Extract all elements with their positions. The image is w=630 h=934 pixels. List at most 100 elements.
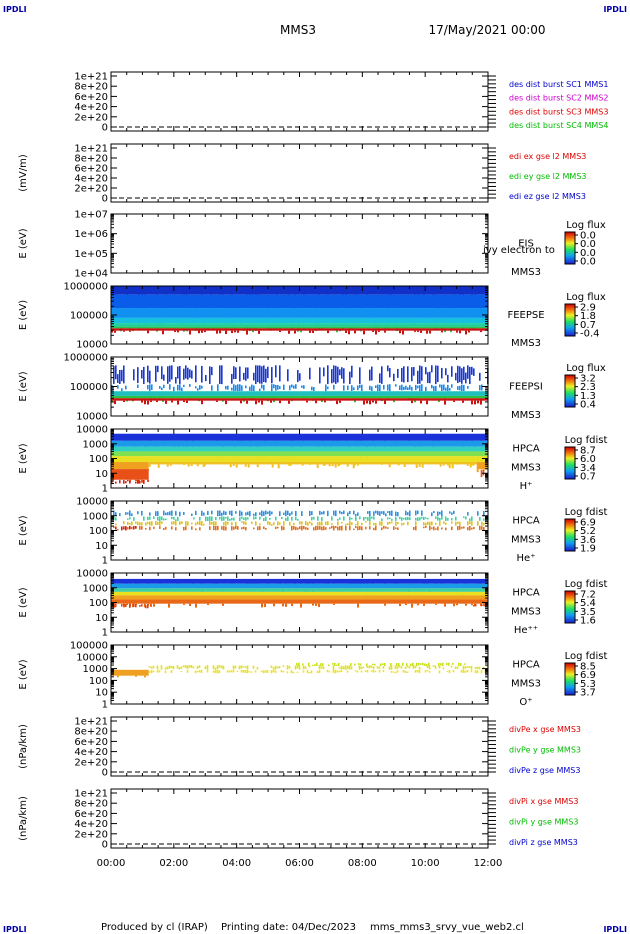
spectrogram-band [244,464,247,467]
spectrogram-band [262,670,265,674]
spectrogram-band [297,662,300,667]
spectrogram-band [257,526,259,531]
colorbar [564,590,576,624]
spectrogram-band [417,603,419,606]
spectrogram-band [291,516,293,521]
spectrogram-band [259,388,261,391]
spectrogram-band [170,665,173,669]
spectrogram-band [395,527,397,529]
colorbar [564,374,576,408]
spectrogram-band [333,384,335,390]
spectrogram-band [473,368,475,376]
y-tick-label: 100000 [70,382,108,393]
spectrogram-band [271,511,273,515]
y-tick-label: 1 [102,628,108,639]
spectrogram-band [114,330,116,333]
spectrogram-band [150,603,152,607]
spectrogram-band [279,522,281,525]
spectrogram-band [183,512,185,515]
spectrogram-band [225,526,227,531]
spectrogram-band [481,521,483,526]
spectrogram-band [328,464,331,467]
spectrogram-band [464,666,467,669]
colorbar-tick-label: 6.9 [580,670,596,681]
spectrogram-band [161,366,163,380]
spectrogram-band [207,516,209,521]
spectrogram-band [402,669,405,673]
colorbar [564,446,576,480]
spectrogram-band [189,384,191,387]
spectrogram-band [334,464,337,468]
spectrogram-band [388,464,391,468]
spectrogram-band [207,510,209,515]
spectrogram-band [275,526,277,530]
spectrogram-band [327,510,329,517]
spectrogram-band [306,400,308,403]
spectrogram-band [111,328,488,331]
spectrogram-band [421,510,423,516]
spectrogram-band [111,330,113,333]
spectrogram-band [397,663,400,667]
spectrogram-band [279,330,281,333]
spectrogram-band [300,603,302,608]
spectrogram-band [223,510,225,515]
spectrogram-band [445,522,447,525]
spectrogram-band [225,385,227,390]
spectrogram-band [479,372,481,381]
spectrogram-band [428,670,431,673]
spectrogram-band [401,662,404,666]
spectrogram-band [407,366,409,383]
spectrogram-band [324,400,326,403]
y-tick-label: 1e+04 [74,269,108,280]
spectrogram-band [286,665,289,670]
spectrogram-band [111,462,149,470]
spectrogram-band [171,400,173,403]
spectrogram-band [291,384,293,388]
y-tick-label: 10 [95,469,108,480]
spectrogram-band [125,526,127,531]
spectrogram-band [444,603,446,607]
spectrogram-band [263,526,265,530]
spectrogram-band [471,400,473,405]
colorbar-tick-label: 5.2 [580,526,596,537]
spectrogram-band [265,510,267,515]
spectrogram-band [337,464,340,467]
spectrogram-band [353,510,355,515]
spectrogram-band [473,526,475,530]
footer-printing-date: Printing date: 04/Dec/2023 [221,922,356,933]
spectrogram-band [415,662,418,667]
panel-divpi-ylabel: (nPa/km) [18,796,29,841]
spectrogram-band [397,464,400,466]
y-tick-label: 8e+20 [74,727,108,738]
x-tick-label: 00:00 [97,858,126,869]
spectrogram-band [357,526,359,531]
spectrogram-band [303,385,305,389]
spectrogram-band [200,669,203,673]
spectrogram-band [195,386,197,389]
spectrogram-band [157,516,159,521]
spectrogram-band [456,603,458,606]
spectrogram-band [427,662,430,666]
spectrogram-band [362,666,365,669]
spectrogram-band [289,464,292,466]
spectrogram-band [147,365,149,383]
spectrogram-band [309,510,311,516]
spectrogram-band [425,517,427,519]
y-tick-label: 4e+20 [74,174,108,185]
spectrogram-band [113,366,115,384]
instrument-label: HPCA [512,443,540,454]
spectrogram-band [271,367,273,384]
spectrogram-band [233,517,235,521]
spectrogram-band [191,370,193,379]
spectrogram-band [282,665,285,668]
spectrogram-band [160,665,163,670]
spectrogram-band [323,511,325,515]
y-tick-label: 6e+20 [74,737,108,748]
spectrogram-band [302,670,305,673]
spectrogram-band [204,666,207,670]
spectrogram-band [192,666,195,669]
spectrogram-band [378,666,381,669]
spectrogram-band [166,666,169,670]
spectrogram-band [395,517,397,521]
spectrogram-band [305,527,307,530]
